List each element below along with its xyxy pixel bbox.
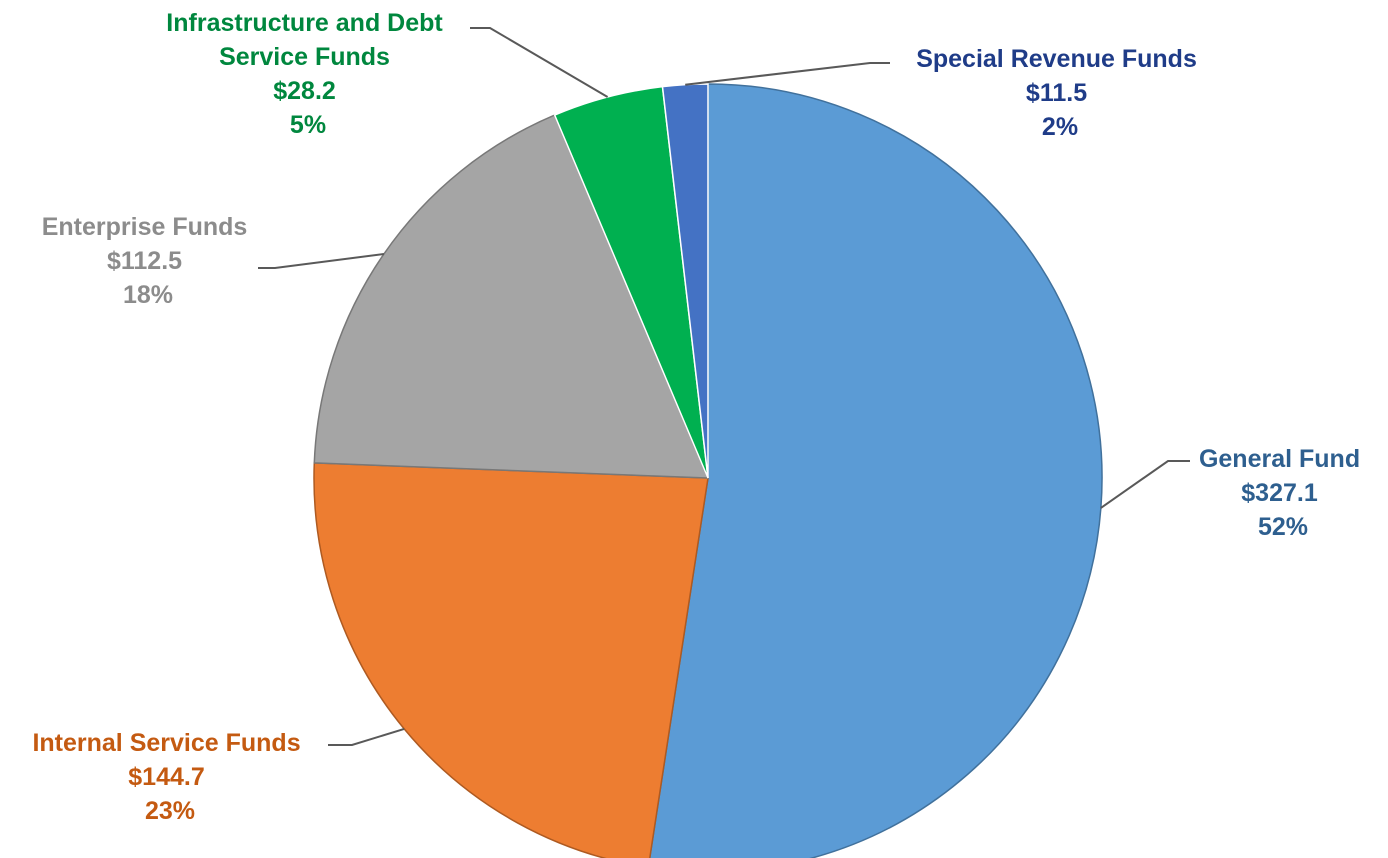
label-internal-service-funds-name: Internal Service Funds xyxy=(32,729,300,757)
slice-general-fund xyxy=(649,83,1103,858)
label-special-revenue-funds-percent: 2% xyxy=(1042,113,1078,141)
label-enterprise-funds-name: Enterprise Funds xyxy=(42,213,248,241)
label-enterprise-funds-percent: 18% xyxy=(123,281,173,309)
label-internal-service-funds-value: $144.7 xyxy=(128,763,204,791)
slice-internal-service-funds xyxy=(313,462,709,858)
pie-slices xyxy=(313,83,1103,858)
label-enterprise-funds-value: $112.5 xyxy=(107,247,182,275)
leader-line-enterprise-funds xyxy=(258,253,385,269)
label-infrastructure-value: $28.2 xyxy=(273,77,336,105)
label-special-revenue-funds: Special Revenue Funds $11.5 2% xyxy=(916,45,1204,141)
label-enterprise-funds: Enterprise Funds $112.5 18% xyxy=(42,213,255,309)
label-infrastructure-percent: 5% xyxy=(290,111,326,139)
leader-line-general-fund xyxy=(1100,460,1190,509)
leader-line-infrastructure-debt-service-funds xyxy=(470,27,609,98)
label-infrastructure-name-line1: Infrastructure and Debt xyxy=(166,9,443,37)
label-infrastructure-debt-service-funds: Infrastructure and Debt Service Funds $2… xyxy=(166,9,449,139)
leader-line-special-revenue-funds xyxy=(685,62,890,86)
leader-line-internal-service-funds xyxy=(328,727,405,746)
leader-lines xyxy=(258,27,1190,746)
data-labels: General Fund $327.1 52% Internal Service… xyxy=(32,9,1367,825)
label-general-fund: General Fund $327.1 52% xyxy=(1199,445,1367,541)
label-general-fund-name: General Fund xyxy=(1199,445,1360,473)
label-special-revenue-funds-value: $11.5 xyxy=(1026,79,1087,107)
label-general-fund-value: $327.1 xyxy=(1241,479,1318,507)
label-infrastructure-name-line2: Service Funds xyxy=(219,43,390,71)
label-internal-service-funds: Internal Service Funds $144.7 23% xyxy=(32,729,307,825)
label-internal-service-funds-percent: 23% xyxy=(145,797,195,825)
label-special-revenue-funds-name: Special Revenue Funds xyxy=(916,45,1197,73)
slice-enterprise-funds xyxy=(313,114,710,479)
label-general-fund-percent: 52% xyxy=(1258,513,1308,541)
